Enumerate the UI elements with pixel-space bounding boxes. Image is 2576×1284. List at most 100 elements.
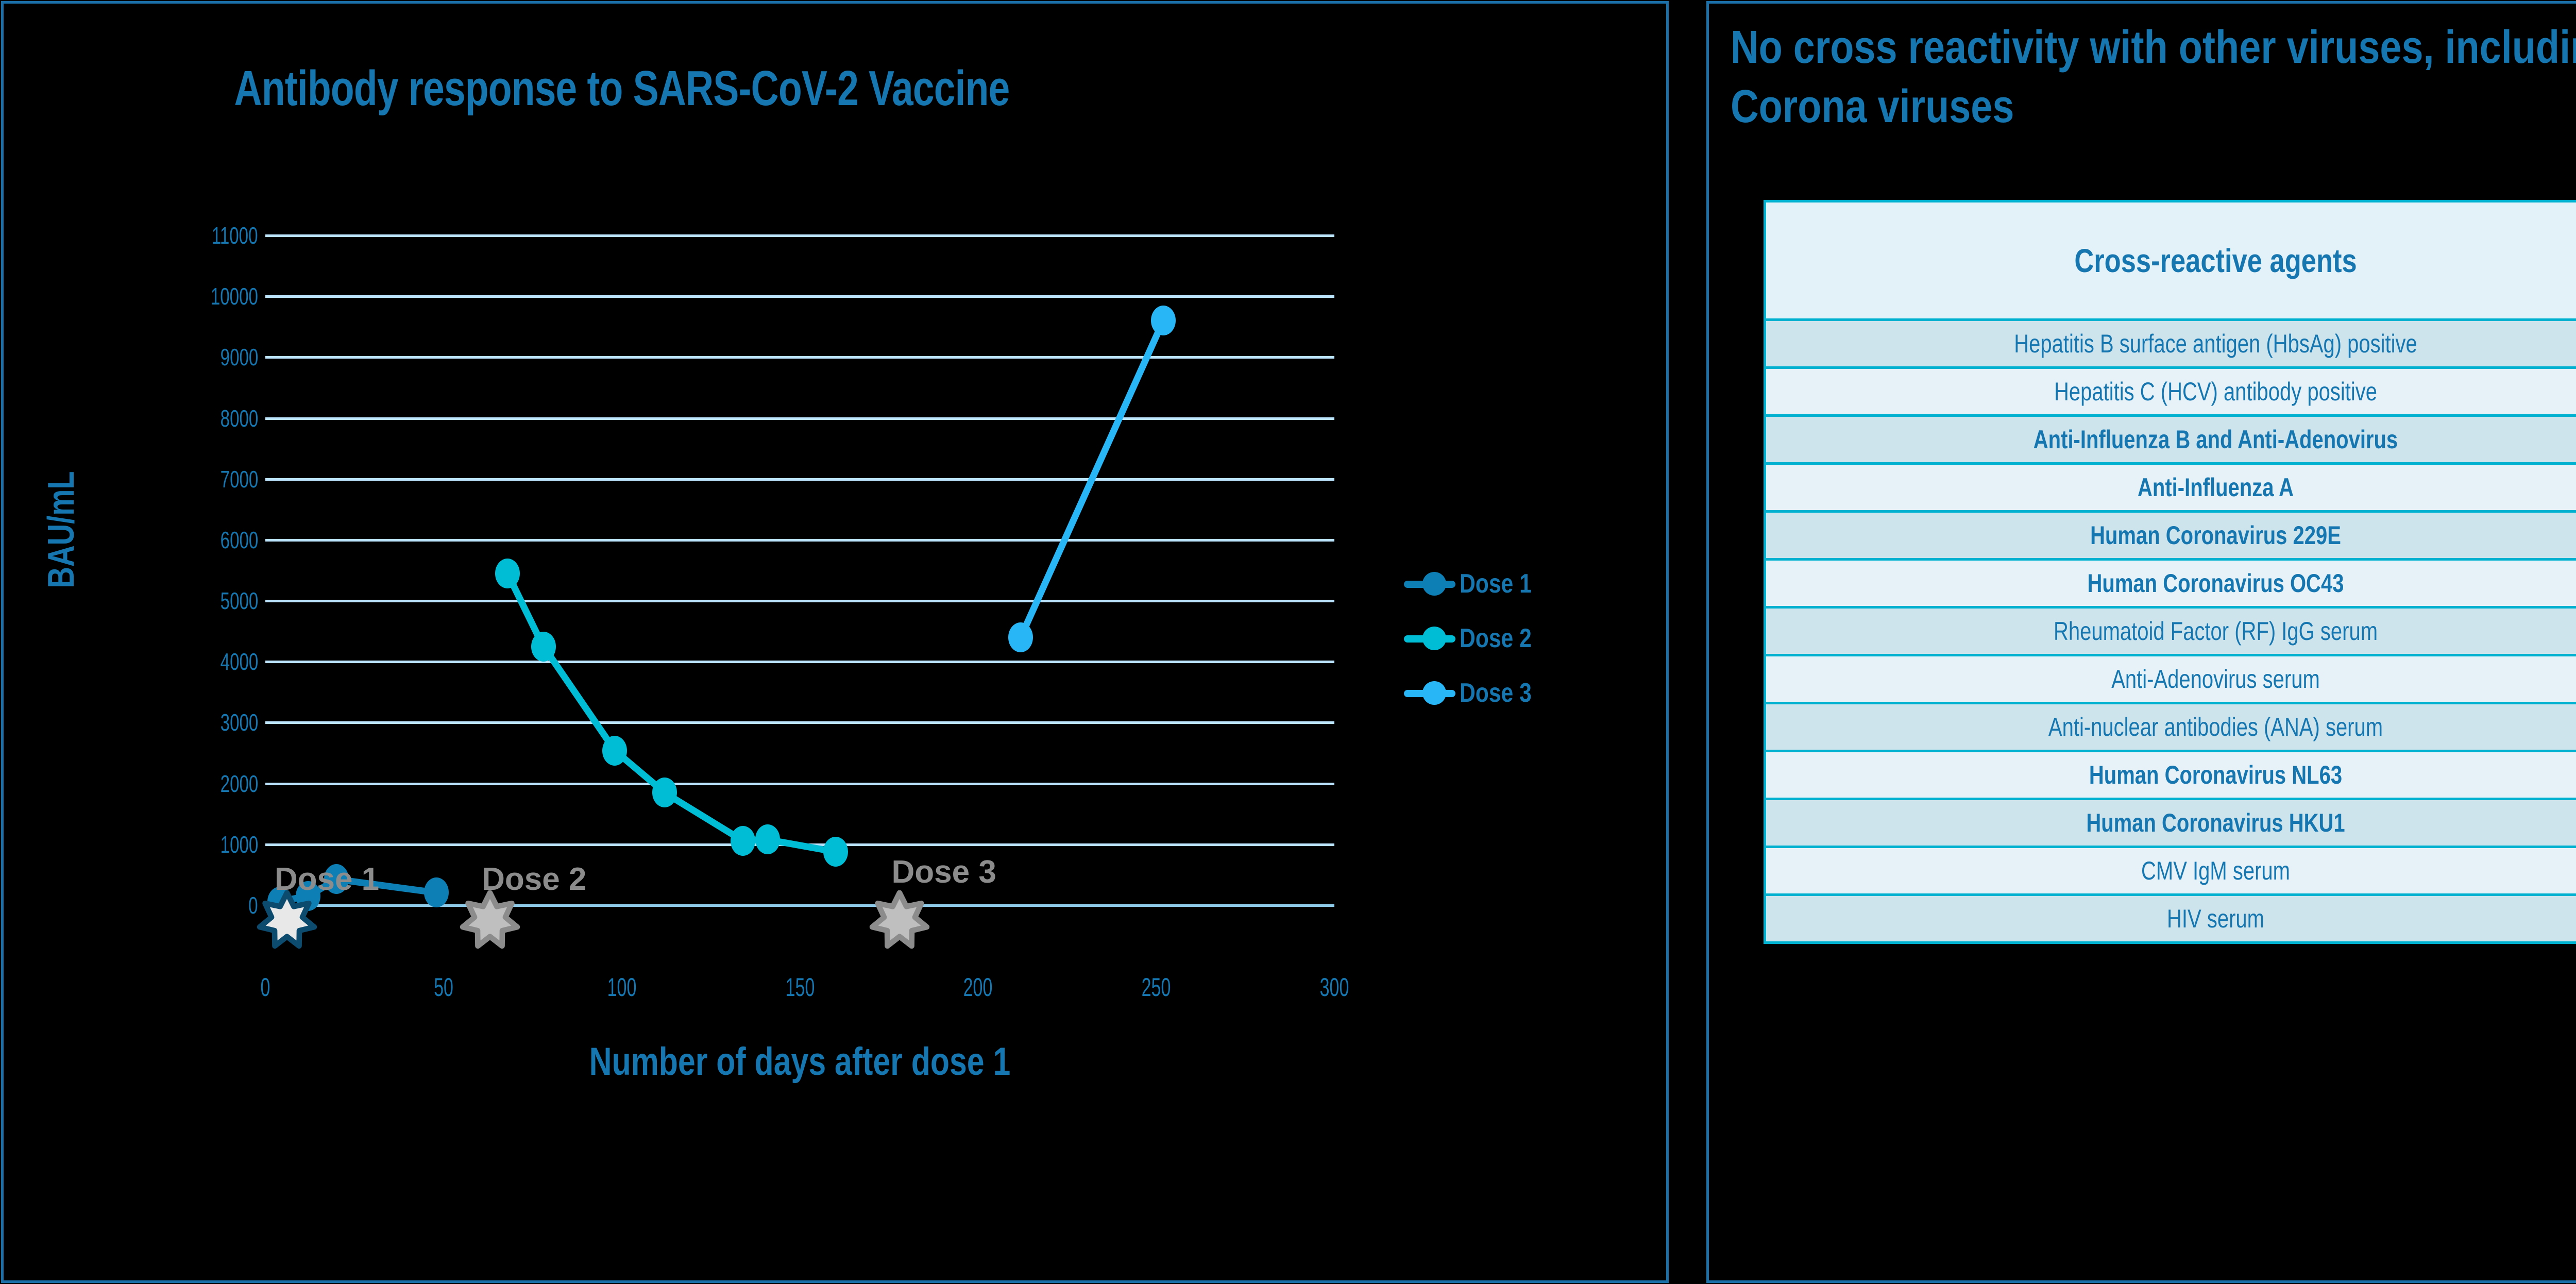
cell-agent-label: Hepatitis C (HCV) antibody positive xyxy=(2054,377,2377,406)
table-row: Human Coronavirus 229EN xyxy=(1764,510,2576,561)
data-point xyxy=(1151,306,1176,336)
chart-legend: Dose 1 Dose 2 Dose 3 xyxy=(1404,565,1610,729)
y-tick-label: 9000 xyxy=(220,344,258,371)
y-tick-label: 1000 xyxy=(220,831,258,858)
cell-agent: CMV IgM serum xyxy=(1764,846,2576,896)
dose-annotation-label: Dose 3 xyxy=(891,854,996,890)
data-point xyxy=(531,631,556,662)
legend-item[interactable]: Dose 3 xyxy=(1404,674,1610,729)
gridline xyxy=(265,782,1334,785)
legend-marker-icon xyxy=(1422,627,1446,650)
plot-area: Dose 1 Dose 2 Dose 3 xyxy=(257,234,1334,949)
cell-agent: Rheumatoid Factor (RF) IgG serum xyxy=(1764,606,2576,656)
gridline xyxy=(265,234,1334,237)
cross-reactivity-table: Cross-reactive agents Cross reactivity Y… xyxy=(1764,200,2576,944)
gridline xyxy=(265,661,1334,664)
gridline xyxy=(265,538,1334,542)
gridline xyxy=(265,295,1334,298)
table-row: Hepatitis C (HCV) antibody positiveN xyxy=(1764,366,2576,417)
cell-agent-label: Human Coronavirus HKU1 xyxy=(2086,808,2345,837)
data-point xyxy=(1008,622,1033,652)
cell-agent: Anti-Influenza B and Anti-Adenovirus xyxy=(1764,414,2576,465)
dose-star-icon xyxy=(460,890,520,951)
y-axis-label: BAU/mL xyxy=(41,471,82,588)
table-header-row: Cross-reactive agents Cross reactivity Y… xyxy=(1764,200,2576,321)
y-tick-label: 0 xyxy=(248,892,258,919)
table-row: Anti-nuclear antibodies (ANA) serumN xyxy=(1764,702,2576,752)
data-point xyxy=(730,825,755,856)
y-tick-label: 10000 xyxy=(210,283,258,310)
cell-agent: Anti-Influenza A xyxy=(1764,462,2576,513)
cross-reactivity-panel: No cross reactivity with other viruses, … xyxy=(1706,1,2576,1283)
x-tick-label: 50 xyxy=(433,973,453,1002)
cell-agent-label: Hepatitis B surface antigen (HbsAg) posi… xyxy=(2014,329,2417,358)
y-tick-label: 11000 xyxy=(212,222,258,249)
dose-annotation-label: Dose 1 xyxy=(274,861,380,897)
cell-agent: Human Coronavirus HKU1 xyxy=(1764,798,2576,848)
dose-annotation-label: Dose 2 xyxy=(482,861,587,897)
cell-agent-label: Human Coronavirus 229E xyxy=(2090,521,2341,550)
dose-star-icon xyxy=(257,890,317,951)
data-point xyxy=(495,558,520,588)
data-point xyxy=(324,864,349,894)
y-tick-label: 3000 xyxy=(220,709,258,736)
cell-agent-label: HIV serum xyxy=(2167,904,2264,933)
cell-agent: Hepatitis B surface antigen (HbsAg) posi… xyxy=(1764,318,2576,369)
dose-star-icon xyxy=(869,890,930,951)
table-row: Anti-Influenza AN xyxy=(1764,462,2576,513)
data-point xyxy=(755,824,781,855)
cell-agent: Hepatitis C (HCV) antibody positive xyxy=(1764,366,2576,417)
table-row: Anti-Influenza B and Anti-AdenovirusN xyxy=(1764,414,2576,465)
cell-agent-label: Anti-nuclear antibodies (ANA) serum xyxy=(2048,713,2383,741)
table-row: Human Coronavirus OC43N xyxy=(1764,558,2576,609)
y-tick-label: 4000 xyxy=(220,648,258,675)
cell-agent: HIV serum xyxy=(1764,893,2576,944)
gridline xyxy=(265,356,1334,359)
legend-marker-icon xyxy=(1422,572,1446,596)
x-tick-label: 150 xyxy=(785,973,815,1002)
data-point xyxy=(652,778,677,808)
x-tick-label: 300 xyxy=(1319,973,1349,1002)
x-axis-label: Number of days after dose 1 xyxy=(589,1040,1011,1084)
y-tick-label: 2000 xyxy=(220,770,258,797)
legend-marker-icon xyxy=(1422,681,1446,705)
cell-agent-label: CMV IgM serum xyxy=(2141,856,2290,885)
table-row: Anti-Adenovirus serumN xyxy=(1764,654,2576,704)
cell-agent-label: Human Coronavirus OC43 xyxy=(2087,569,2344,598)
cell-agent: Human Coronavirus NL63 xyxy=(1764,750,2576,800)
chart-panel: Antibody response to SARS-CoV-2 Vaccine … xyxy=(1,1,1669,1283)
x-tick-label: 0 xyxy=(260,973,270,1002)
cell-agent-label: Anti-Influenza B and Anti-Adenovirus xyxy=(2033,425,2398,454)
section-title: No cross reactivity with other viruses, … xyxy=(1731,22,2576,133)
x-tick-label: 100 xyxy=(607,973,637,1002)
table-row: HIV serumN xyxy=(1764,893,2576,944)
x-axis-line xyxy=(265,904,1334,907)
legend-item[interactable]: Dose 2 xyxy=(1404,620,1610,674)
legend-item-label: Dose 2 xyxy=(1460,623,1532,653)
y-tick-label: 5000 xyxy=(220,587,258,615)
cell-agent: Anti-nuclear antibodies (ANA) serum xyxy=(1764,702,2576,752)
x-axis-ticks: 0 50 100 150 200 250 300 xyxy=(261,972,1349,1013)
x-tick-label: 250 xyxy=(1141,973,1171,1002)
cell-agent-label: Human Coronavirus NL63 xyxy=(2089,761,2343,789)
cell-agent: Human Coronavirus 229E xyxy=(1764,510,2576,561)
y-axis-ticks: 0 1000 2000 3000 4000 5000 6000 7000 8000 9000 100… xyxy=(96,222,261,919)
cell-agent: Human Coronavirus OC43 xyxy=(1764,558,2576,609)
x-tick-label: 200 xyxy=(963,973,993,1002)
data-point xyxy=(602,735,627,766)
gridline xyxy=(265,721,1334,724)
legend-item-label: Dose 3 xyxy=(1460,678,1532,708)
cell-agent-label: Anti-Adenovirus serum xyxy=(2111,665,2320,694)
table-row: Hepatitis B surface antigen (HbsAg) posi… xyxy=(1764,318,2576,369)
gridline xyxy=(265,600,1334,603)
column-header-agent: Cross-reactive agents xyxy=(1764,200,2576,321)
legend-item-label: Dose 1 xyxy=(1460,569,1532,599)
cell-agent-label: Rheumatoid Factor (RF) IgG serum xyxy=(2053,617,2378,646)
y-tick-label: 6000 xyxy=(220,526,258,553)
data-point xyxy=(823,837,848,867)
table-row: Rheumatoid Factor (RF) IgG serumN xyxy=(1764,606,2576,656)
table-row: Human Coronavirus HKU1N xyxy=(1764,798,2576,848)
legend-item[interactable]: Dose 1 xyxy=(1404,565,1610,620)
gridline xyxy=(265,417,1334,420)
